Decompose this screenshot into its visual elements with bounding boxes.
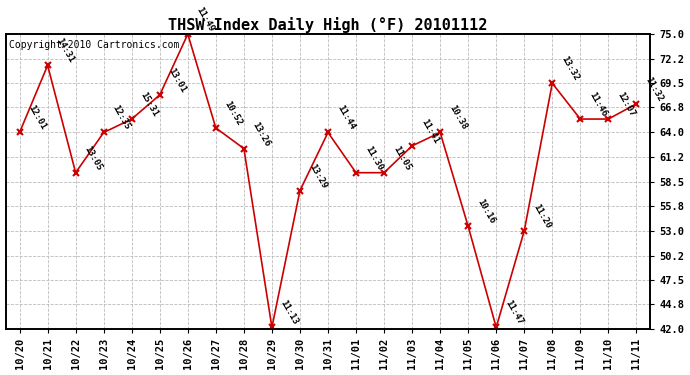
Text: 11:47: 11:47 (503, 299, 524, 327)
Text: 11:05: 11:05 (391, 144, 412, 172)
Title: THSW Index Daily High (°F) 20101112: THSW Index Daily High (°F) 20101112 (168, 17, 488, 33)
Text: 11:49: 11:49 (195, 6, 216, 33)
Text: 14:31: 14:31 (55, 37, 76, 64)
Text: 10:38: 10:38 (447, 104, 469, 132)
Text: 10:52: 10:52 (223, 99, 244, 127)
Text: 11:44: 11:44 (335, 104, 356, 132)
Text: 11:46: 11:46 (587, 90, 609, 118)
Text: 11:20: 11:20 (531, 202, 553, 230)
Text: Copyright 2010 Cartronics.com: Copyright 2010 Cartronics.com (9, 40, 179, 50)
Text: 13:32: 13:32 (559, 55, 580, 82)
Text: 11:32: 11:32 (643, 75, 664, 103)
Text: 11:41: 11:41 (419, 117, 440, 145)
Text: 15:31: 15:31 (139, 90, 160, 118)
Text: 12:01: 12:01 (26, 104, 48, 132)
Text: 13:26: 13:26 (251, 120, 272, 148)
Text: 13:29: 13:29 (307, 162, 328, 190)
Text: 11:30: 11:30 (363, 144, 384, 172)
Text: 11:13: 11:13 (279, 299, 300, 327)
Text: 13:05: 13:05 (83, 144, 104, 172)
Text: 12:35: 12:35 (110, 104, 132, 132)
Text: 13:01: 13:01 (167, 66, 188, 94)
Text: 10:16: 10:16 (475, 198, 496, 226)
Text: 12:07: 12:07 (615, 90, 637, 118)
